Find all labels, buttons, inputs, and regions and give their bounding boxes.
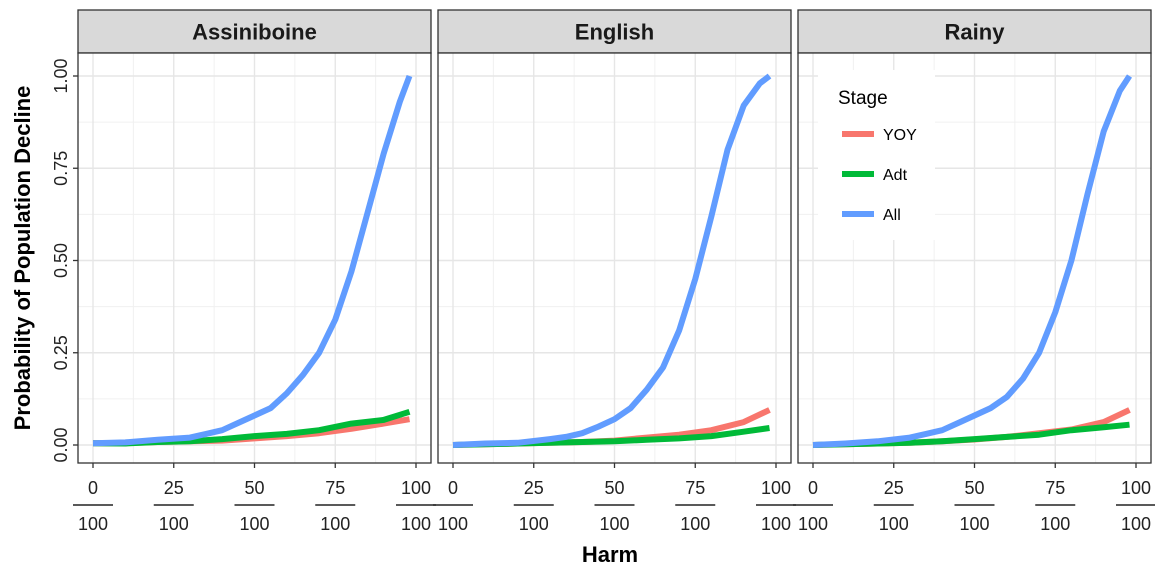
gridlines	[78, 53, 431, 463]
legend-label-adt: Adt	[883, 167, 908, 184]
x-tick-numerator: 0	[88, 478, 98, 498]
x-tick-numerator: 100	[761, 478, 791, 498]
panel-assiniboine: Assiniboine	[77, 9, 432, 464]
x-tick-denominator: 100	[78, 514, 108, 534]
x-tick-numerator: 100	[1121, 478, 1151, 498]
panel-strip	[77, 9, 432, 54]
x-tick-numerator: 75	[325, 478, 345, 498]
x-tick-numerator: 50	[244, 478, 264, 498]
x-tick-numerator: 25	[884, 478, 904, 498]
panel-title: English	[575, 20, 654, 45]
x-tick-numerator: 50	[604, 478, 624, 498]
y-tick-label: 0.50	[51, 243, 71, 278]
x-tick-denominator: 100	[320, 514, 350, 534]
x-tick-numerator: 25	[164, 478, 184, 498]
x-tick-denominator: 100	[159, 514, 189, 534]
y-tick-label: 0.25	[51, 335, 71, 370]
series-line-all	[452, 73, 772, 448]
x-axis-title: Harm	[582, 542, 638, 567]
x-tick-numerator: 75	[685, 478, 705, 498]
x-tick-numerator: 25	[524, 478, 544, 498]
panel-title: Assiniboine	[192, 20, 317, 45]
legend-background	[818, 70, 935, 240]
x-tick-denominator: 100	[401, 514, 431, 534]
x-tick-denominator: 100	[1121, 514, 1151, 534]
x-tick-numerator: 0	[808, 478, 818, 498]
x-tick-denominator: 100	[599, 514, 629, 534]
x-tick-denominator: 100	[761, 514, 791, 534]
panel-strip	[437, 9, 792, 54]
y-axis-title: Probability of Population Decline	[10, 86, 35, 431]
legend-label-all: All	[883, 207, 901, 224]
gridlines	[438, 53, 791, 463]
x-tick-numerator: 0	[448, 478, 458, 498]
series-line-all	[92, 74, 413, 447]
x-tick-denominator: 100	[239, 514, 269, 534]
x-tick-numerator: 75	[1045, 478, 1065, 498]
x-tick-denominator: 100	[879, 514, 909, 534]
legend: Stage YOY Adt All	[818, 70, 935, 240]
x-tick-numerator: 100	[401, 478, 431, 498]
x-tick-denominator: 100	[959, 514, 989, 534]
x-tick-denominator: 100	[519, 514, 549, 534]
x-tick-numerator: 50	[964, 478, 984, 498]
legend-label-yoy: YOY	[883, 127, 917, 144]
x-tick-denominator: 100	[680, 514, 710, 534]
x-tick-denominator: 100	[1040, 514, 1070, 534]
y-tick-label: 1.00	[51, 58, 71, 93]
x-tick-denominator: 100	[798, 514, 828, 534]
y-tick-label: 0.00	[51, 427, 71, 462]
x-tick-denominator: 100	[438, 514, 468, 534]
panel-strip	[797, 9, 1152, 54]
legend-title: Stage	[838, 88, 888, 109]
y-tick-label: 0.75	[51, 151, 71, 186]
panel-english: English	[437, 9, 792, 464]
series-line-all	[812, 74, 1133, 448]
panel-title: Rainy	[945, 20, 1006, 45]
